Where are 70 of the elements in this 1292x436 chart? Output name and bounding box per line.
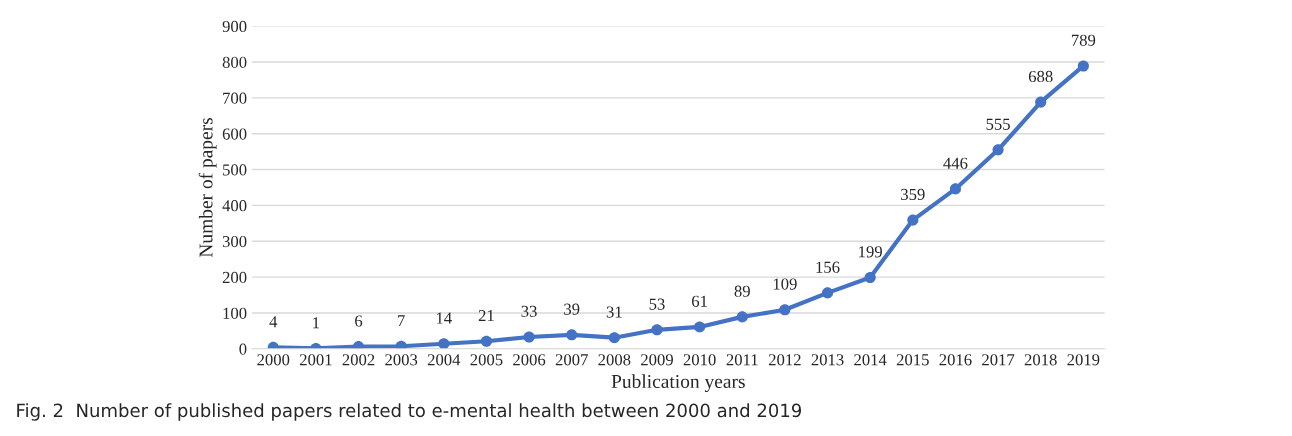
data-label: 688 xyxy=(1028,70,1053,83)
x-tick-label: 2014 xyxy=(854,354,887,366)
point xyxy=(651,324,663,336)
data-label: 21 xyxy=(478,310,494,322)
y-tick-label: 500 xyxy=(223,164,247,176)
data-label: 789 xyxy=(1071,34,1096,46)
x-tick-label: 2013 xyxy=(811,354,844,366)
y-tick-label: 800 xyxy=(222,56,247,68)
point xyxy=(1077,60,1089,72)
x-tick-label: 2000 xyxy=(257,354,290,366)
x-tick-label: 2010 xyxy=(683,354,716,366)
data-label: 61 xyxy=(692,295,707,307)
x-tick-label: 2011 xyxy=(726,354,758,366)
data-label: 156 xyxy=(816,261,840,273)
y-tick-label: 900 xyxy=(222,20,247,33)
data-label: 14 xyxy=(436,312,452,324)
x-tick-label: 2018 xyxy=(1024,354,1057,366)
x-tick-label: 2005 xyxy=(470,354,503,366)
x-tick-label: 2012 xyxy=(768,354,801,366)
y-axis-title: Number of papers xyxy=(198,117,217,258)
data-label: 199 xyxy=(859,246,882,258)
x-tick-label: 2004 xyxy=(427,354,461,366)
point xyxy=(736,311,748,323)
x-tick-label: 2008 xyxy=(598,354,631,366)
x-tick-label: 2007 xyxy=(555,354,588,366)
data-label: 53 xyxy=(649,298,665,310)
point xyxy=(1035,96,1047,108)
x-tick-label: 2009 xyxy=(641,354,673,366)
x-tick-label: 2017 xyxy=(982,354,1015,366)
y-tick-label: 600 xyxy=(222,128,247,140)
point xyxy=(949,183,961,195)
data-label: 446 xyxy=(943,157,968,169)
x-tick-label: 2016 xyxy=(939,354,972,366)
data-label: 7 xyxy=(398,315,405,327)
caption: Fig. 2 Number of published papers related to e-mental health between 2000 and 2019 xyxy=(17,403,802,421)
point xyxy=(779,304,791,316)
y-tick-label: 0 xyxy=(239,343,247,355)
y-tick-label: 700 xyxy=(223,92,247,104)
x-tick-label: 2002 xyxy=(342,354,375,366)
point xyxy=(480,335,492,347)
point xyxy=(992,144,1004,156)
point xyxy=(395,340,407,349)
data-label: 359 xyxy=(901,188,925,201)
x-axis-title: Publication years xyxy=(611,374,745,393)
y-tick-label: 300 xyxy=(222,235,247,248)
data-label: 89 xyxy=(734,285,750,297)
point xyxy=(438,338,450,349)
x-tick-label: 2001 xyxy=(299,354,332,366)
x-tick-label: 2019 xyxy=(1067,354,1100,366)
point xyxy=(907,214,919,226)
x-tick-label: 2006 xyxy=(513,354,546,366)
point xyxy=(694,321,706,333)
data-label: 6 xyxy=(355,315,363,327)
data-label: 109 xyxy=(773,278,797,290)
data-label: 31 xyxy=(606,306,622,318)
point xyxy=(523,331,535,343)
point xyxy=(566,329,578,341)
y-tick-label: 100 xyxy=(223,307,247,319)
point xyxy=(608,332,620,344)
y-tick-label: 400 xyxy=(222,200,247,212)
data-label: 555 xyxy=(986,118,1010,130)
x-tick-label: 2003 xyxy=(385,354,418,366)
point xyxy=(864,271,876,284)
data-label: 33 xyxy=(521,305,537,317)
point xyxy=(821,287,834,299)
y-tick-label: 200 xyxy=(222,271,247,284)
x-tick-label: 2015 xyxy=(896,354,929,366)
data-label: 1 xyxy=(313,317,320,329)
data-label: 4 xyxy=(269,316,278,328)
data-label: 39 xyxy=(564,303,580,315)
